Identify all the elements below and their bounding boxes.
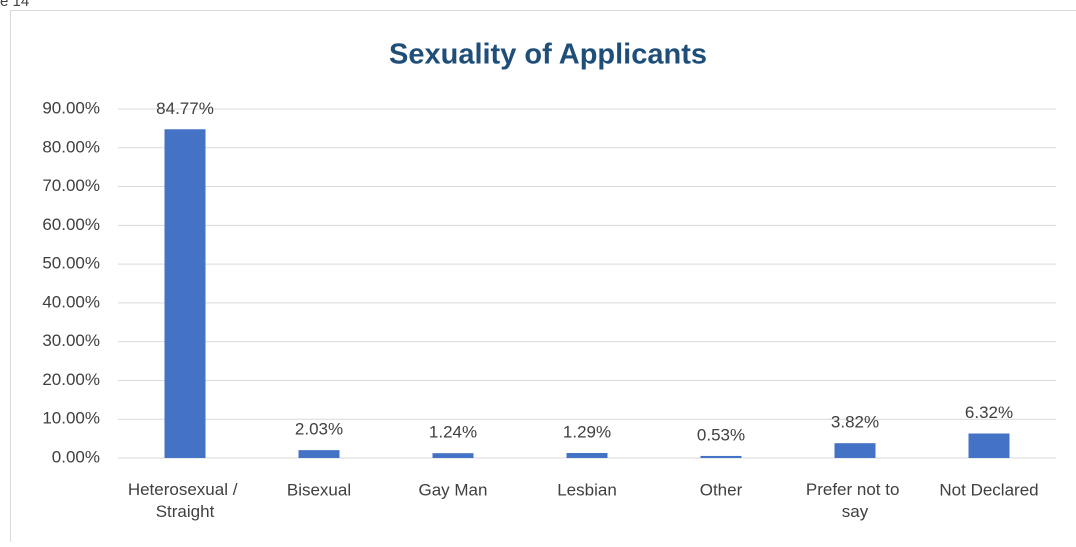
value-label: 2.03% [295, 420, 343, 439]
y-tick-label: 40.00% [42, 292, 100, 311]
x-tick-label: Bisexual [287, 480, 351, 499]
value-label: 6.32% [965, 403, 1013, 422]
bar [701, 456, 742, 458]
y-tick-label: 50.00% [42, 254, 100, 273]
caption: e 14 [0, 0, 29, 10]
value-label: 3.82% [831, 413, 879, 432]
y-tick-label: 30.00% [42, 331, 100, 350]
value-label: 84.77% [156, 99, 214, 118]
y-tick-label: 70.00% [42, 176, 100, 195]
value-label: 1.29% [563, 422, 611, 441]
y-tick-label: 60.00% [42, 215, 100, 234]
bar [433, 453, 474, 458]
chart-title: Sexuality of Applicants [389, 39, 707, 71]
y-tick-label: 10.00% [42, 409, 100, 428]
y-tick-label: 20.00% [42, 370, 100, 389]
bar [299, 450, 340, 458]
x-tick-label: Not Declared [939, 480, 1038, 499]
value-label: 1.24% [429, 423, 477, 442]
x-tick-label: Other [700, 480, 743, 499]
y-tick-label: 80.00% [42, 137, 100, 156]
x-tick-label: Gay Man [419, 480, 488, 499]
bar [567, 453, 608, 458]
value-label: 0.53% [697, 425, 745, 444]
y-tick-label: 0.00% [52, 447, 100, 466]
bar [835, 443, 876, 458]
x-tick-label: Lesbian [557, 480, 617, 499]
bar [969, 433, 1010, 458]
y-tick-label: 90.00% [42, 98, 100, 117]
bar [165, 129, 206, 458]
